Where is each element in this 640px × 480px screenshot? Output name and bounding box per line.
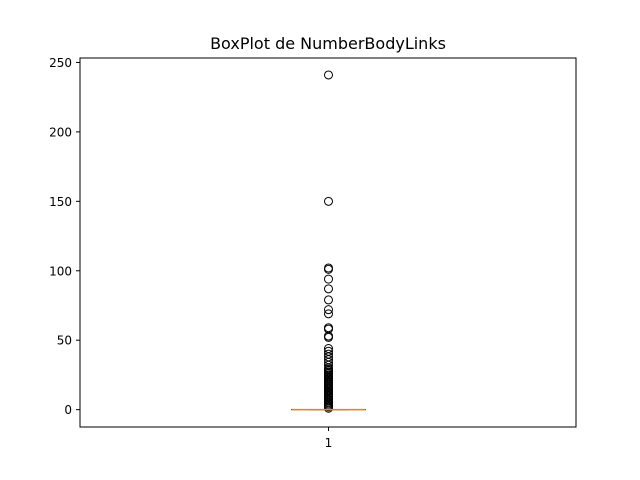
y-tick-label: 50 [57, 334, 72, 348]
outlier-point [324, 305, 333, 315]
outlier-group [324, 70, 333, 413]
outlier-point [324, 309, 333, 319]
outlier-point [324, 284, 333, 294]
y-tick-label: 100 [49, 264, 72, 278]
y-tick-label: 150 [49, 195, 72, 209]
outlier-point [324, 274, 333, 284]
y-tick-label: 0 [64, 403, 72, 417]
x-axis: 1 [325, 427, 333, 450]
y-axis: 0 50 100 150 200 250 [49, 56, 80, 417]
outlier-point [324, 263, 333, 273]
outlier-point [324, 70, 333, 80]
outlier-point [324, 349, 333, 359]
x-tick-label: 1 [325, 436, 333, 450]
chart-title: BoxPlot de NumberBodyLinks [210, 34, 446, 53]
outlier-point [324, 323, 333, 333]
outlier-point [324, 346, 333, 356]
outlier-point [324, 295, 333, 305]
outlier-point [324, 344, 333, 354]
outlier-point [324, 196, 333, 206]
y-tick-label: 200 [49, 125, 72, 139]
y-tick-label: 250 [49, 56, 72, 70]
